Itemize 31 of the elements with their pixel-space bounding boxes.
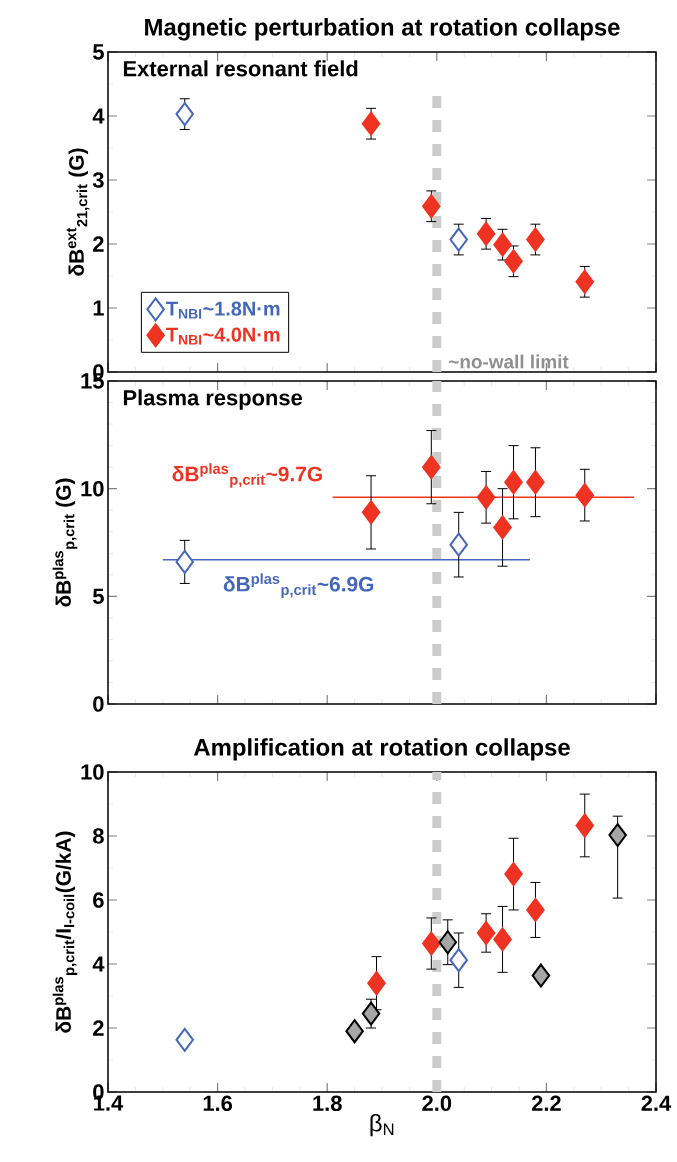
y-tick-label: 0 [93,696,104,712]
y-tick-label: 10 [81,480,104,497]
y-axis-title: δB$^{plas}$$_{p,crit}$ (G) [52,478,78,607]
y-tick-label: 4 [92,956,105,972]
y-tick-label: 4 [92,108,105,124]
chart-title: Magnetic perturbation at rotation collapse [145,18,620,41]
series-label: δB$^{plas}$$_{p,crit}$~6.9G [223,573,374,598]
y-axis-title: δB$^{ext}$$_{21,crit}$ (G) [66,148,90,276]
ref-line-label: ~no-wall limit [449,354,569,369]
y-tick-label: 5 [92,588,104,604]
y-tick-label: 8 [92,828,104,844]
y-tick-label: 2 [93,1020,104,1036]
annotation: Plasma response [123,389,303,410]
y-tick-label: 6 [93,892,104,908]
y-tick-label: 2 [93,236,104,252]
y-tick-label: 10 [81,764,104,780]
y-tick-label: 5 [92,44,104,60]
x-tick-label: 1.8 [313,1095,342,1112]
annotation: External resonant field [123,60,358,77]
series-label: δB$^{plas}$$_{p,crit}$~9.7G [172,463,322,488]
x-tick-label: 2.0 [422,1095,452,1112]
legend-label: T$_{NBI}$~4.0N·m [166,327,280,345]
y-axis-title: δB$^{plas}$$_{p,crit}$/I$_{I-coil}$(G/kA) [52,831,78,1033]
y-tick-label: 3 [92,172,104,188]
legend-label: T$_{NBI}$~1.8N·m [166,301,280,319]
x-tick-label: 2.4 [641,1095,672,1111]
x-axis-title: β$_{N}$ [370,1113,394,1137]
y-tick-label: 1 [93,300,104,316]
x-tick-label: 1.6 [203,1095,233,1112]
chart-title: Amplification at rotation collapse [193,738,570,761]
x-tick-label: 2.2 [531,1095,561,1111]
